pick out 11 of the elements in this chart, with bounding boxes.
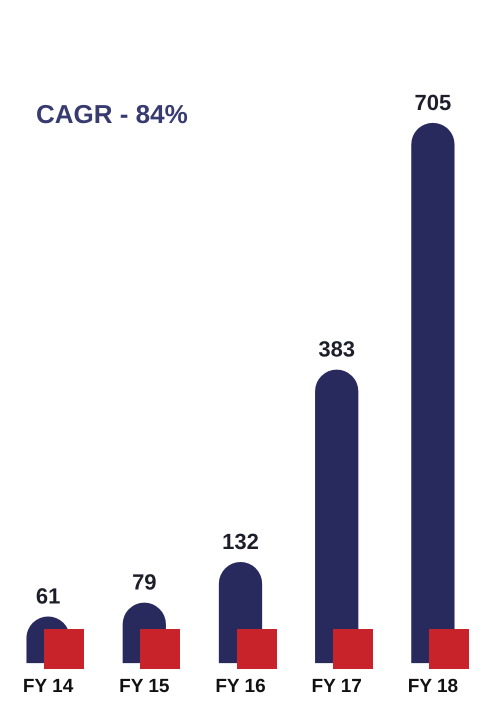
data-label: 132 [222, 529, 259, 554]
x-tick-label: FY 14 [22, 676, 74, 697]
x-tick-label: FY 16 [215, 676, 266, 697]
data-label: 79 [132, 570, 157, 595]
annotation: CAGR - 84% [36, 99, 188, 130]
data-label: 705 [414, 90, 452, 115]
x-tick-label: FY 15 [119, 676, 170, 697]
x-tick-label: FY 17 [312, 676, 362, 697]
data-label: 61 [36, 584, 60, 609]
x-tick-label: FY 18 [408, 676, 458, 697]
data-label: 383 [318, 336, 356, 362]
